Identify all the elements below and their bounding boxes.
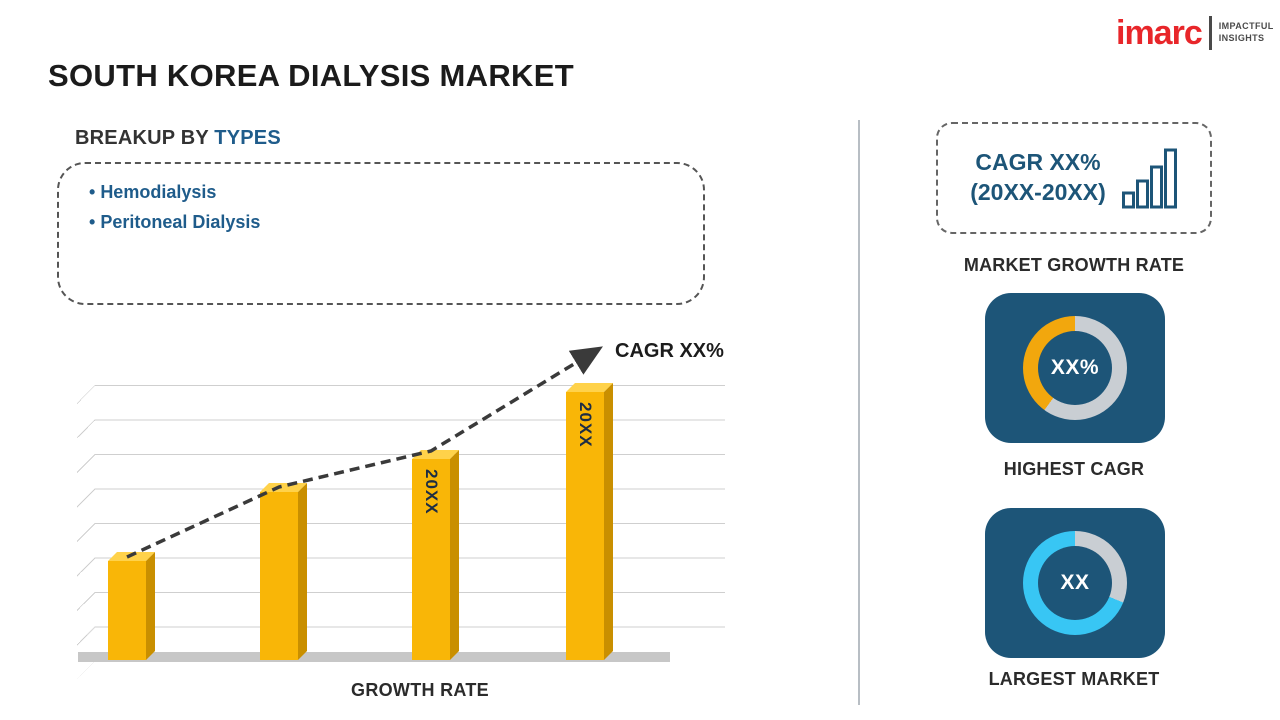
- breakup-types-list: Hemodialysis Peritoneal Dialysis: [89, 177, 703, 237]
- largest-market-donut-chart: XX: [1023, 531, 1127, 635]
- chart-x-axis-caption: GROWTH RATE: [351, 680, 489, 700]
- market-growth-rate-box: CAGR XX% (20XX-20XX): [936, 122, 1212, 234]
- growth-rate-chart: 20XX 20XX CAGR XX%: [70, 335, 730, 679]
- chart-floor: [78, 652, 670, 662]
- highest-cagr-value: XX%: [1050, 356, 1100, 379]
- list-item: Hemodialysis: [89, 177, 703, 207]
- bar-4: 20XX: [566, 392, 604, 660]
- logo-divider: [1208, 16, 1212, 50]
- bar-2: [260, 492, 298, 660]
- largest-market-value: XX: [1060, 571, 1090, 594]
- imarc-logo: imarc IMPACTFUL INSIGHTS: [1116, 16, 1274, 50]
- bar-1: [108, 561, 146, 660]
- trend-cagr-label: CAGR XX%: [615, 340, 724, 362]
- cagr-period-line: (20XX-20XX): [970, 179, 1106, 205]
- imarc-logo-wordmark: imarc: [1116, 14, 1203, 52]
- list-item: Peritoneal Dialysis: [89, 207, 703, 237]
- logo-tagline: IMPACTFUL INSIGHTS: [1219, 21, 1274, 44]
- bar-3-label: 20XX: [422, 469, 441, 515]
- bar-chart-icon: [1121, 148, 1177, 209]
- breakup-heading-highlight: TYPES: [214, 127, 281, 149]
- breakup-heading: BREAKUP BY TYPES: [75, 127, 281, 150]
- logo-tagline-line1: IMPACTFUL: [1218, 21, 1274, 32]
- highest-cagr-donut-chart: XX%: [1023, 316, 1127, 420]
- bar-3: 20XX: [412, 459, 450, 660]
- trend-arrow: [126, 346, 603, 559]
- market-growth-rate-caption: MARKET GROWTH RATE: [963, 255, 1185, 275]
- highest-cagr-tile: XX%: [985, 293, 1165, 443]
- bar-4-label: 20XX: [576, 402, 595, 448]
- highest-cagr-caption: HIGHEST CAGR: [1003, 459, 1145, 479]
- cagr-text: CAGR XX% (20XX-20XX): [970, 148, 1106, 208]
- logo-tagline-line2: INSIGHTS: [1218, 33, 1265, 43]
- largest-market-tile: XX: [985, 508, 1165, 658]
- breakup-heading-prefix: BREAKUP BY: [75, 127, 215, 149]
- cagr-value-line: CAGR XX%: [975, 149, 1101, 176]
- largest-market-caption: LARGEST MARKET: [988, 669, 1160, 689]
- breakup-types-box: Hemodialysis Peritoneal Dialysis: [57, 162, 705, 305]
- section-divider: [858, 120, 860, 705]
- page-title: SOUTH KOREA DIALYSIS MARKET: [48, 58, 574, 93]
